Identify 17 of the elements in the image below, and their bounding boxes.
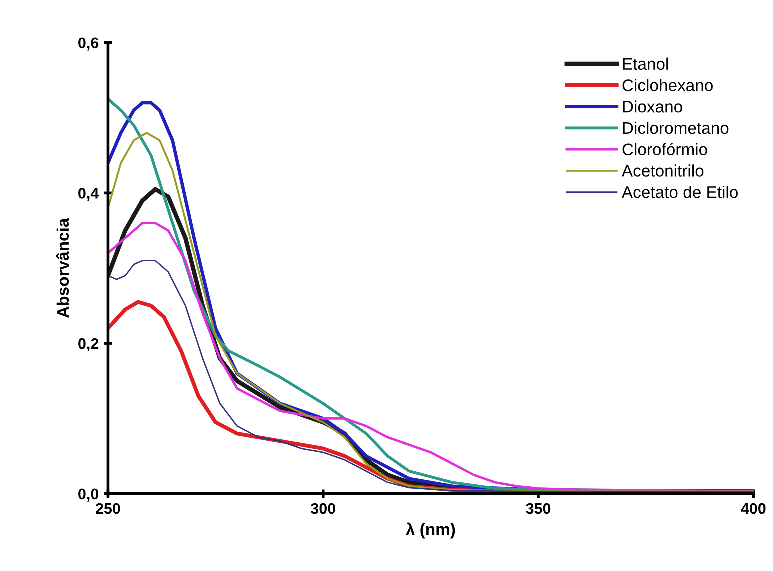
y-tick-label: 0,2: [78, 338, 99, 352]
legend-label: Acetonitrilo: [622, 164, 704, 177]
x-tick-label: 250: [96, 503, 120, 514]
x-axis-title: λ (nm): [406, 522, 456, 539]
legend-label: Etanol: [623, 58, 668, 70]
y-tick-label: 0,4: [78, 188, 100, 202]
y-tick-label: 0,6: [78, 38, 99, 51]
x-tick-label: 300: [310, 503, 336, 514]
y-tick-label: 0,0: [78, 488, 99, 502]
y-axis-title: Absorvância: [56, 218, 70, 318]
legend-label: Diclorometano: [623, 122, 729, 134]
legend-label: Ciclohexano: [622, 79, 713, 92]
x-tick-label: 400: [741, 503, 766, 514]
legend-label: Clorofórmio: [622, 143, 708, 156]
x-tick-label: 350: [526, 503, 551, 514]
legend-label: Dioxano: [623, 100, 682, 113]
legend-label: Acetato de Etilo: [622, 186, 738, 198]
